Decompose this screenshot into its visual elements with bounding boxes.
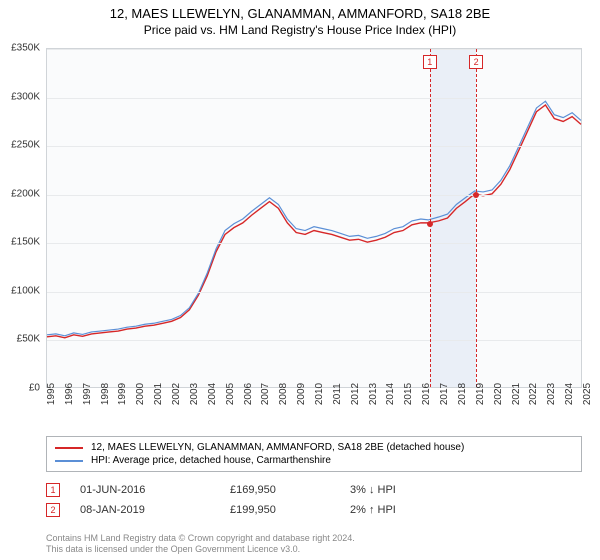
x-tick-label: 2008 xyxy=(278,383,289,405)
x-tick-label: 2010 xyxy=(314,383,325,405)
sale-dot-icon xyxy=(473,192,479,198)
footer-line: Contains HM Land Registry data © Crown c… xyxy=(46,533,355,545)
legend-item: 12, MAES LLEWELYN, GLANAMMAN, AMMANFORD,… xyxy=(55,441,573,454)
x-tick-label: 2022 xyxy=(528,383,539,405)
legend-label: HPI: Average price, detached house, Carm… xyxy=(91,455,331,466)
x-tick-label: 2012 xyxy=(350,383,361,405)
y-tick-label: £0 xyxy=(29,383,40,394)
y-tick-label: £250K xyxy=(11,140,40,151)
y-tick-label: £100K xyxy=(11,285,40,296)
x-tick-label: 2017 xyxy=(439,383,450,405)
legend-swatch xyxy=(55,447,83,449)
sales-table: 1 01-JUN-2016 £169,950 3% ↓ HPI 2 08-JAN… xyxy=(46,480,582,520)
legend: 12, MAES LLEWELYN, GLANAMMAN, AMMANFORD,… xyxy=(46,436,582,472)
sale-change: 3% ↓ HPI xyxy=(350,484,470,496)
legend-swatch xyxy=(55,460,83,462)
x-tick-label: 2003 xyxy=(189,383,200,405)
x-tick-label: 2018 xyxy=(457,383,468,405)
sale-price: £169,950 xyxy=(230,484,350,496)
series-line xyxy=(47,105,581,338)
marker-label-box: 1 xyxy=(423,55,437,69)
series-line xyxy=(47,101,581,336)
x-tick-label: 1997 xyxy=(82,383,93,405)
x-tick-label: 2007 xyxy=(260,383,271,405)
x-tick-label: 2001 xyxy=(153,383,164,405)
marker-vline xyxy=(430,49,431,387)
chart-svg xyxy=(47,49,581,387)
marker-vline xyxy=(476,49,477,387)
x-tick-label: 2023 xyxy=(546,383,557,405)
x-tick-label: 2015 xyxy=(403,383,414,405)
x-tick-label: 2021 xyxy=(511,383,522,405)
x-tick-label: 1998 xyxy=(100,383,111,405)
y-tick-label: £300K xyxy=(11,91,40,102)
x-tick-label: 2004 xyxy=(207,383,218,405)
footer-line: This data is licensed under the Open Gov… xyxy=(46,544,355,556)
x-tick-label: 2009 xyxy=(296,383,307,405)
marker-label-box: 2 xyxy=(469,55,483,69)
x-tick-label: 2006 xyxy=(243,383,254,405)
x-tick-label: 2014 xyxy=(385,383,396,405)
title-block: 12, MAES LLEWELYN, GLANAMMAN, AMMANFORD,… xyxy=(0,0,600,37)
legend-label: 12, MAES LLEWELYN, GLANAMMAN, AMMANFORD,… xyxy=(91,442,464,453)
sale-marker-icon: 1 xyxy=(46,483,60,497)
y-tick-label: £350K xyxy=(11,43,40,54)
x-tick-label: 2020 xyxy=(493,383,504,405)
y-axis-labels: £0£50K£100K£150K£200K£250K£300K£350K xyxy=(0,48,44,388)
sale-date: 01-JUN-2016 xyxy=(80,484,230,496)
x-tick-label: 2013 xyxy=(368,383,379,405)
sale-dot-icon xyxy=(427,221,433,227)
table-row: 1 01-JUN-2016 £169,950 3% ↓ HPI xyxy=(46,480,582,500)
x-tick-label: 2002 xyxy=(171,383,182,405)
x-tick-label: 1999 xyxy=(117,383,128,405)
x-axis-labels: 1995199619971998199920002001200220032004… xyxy=(46,390,582,440)
sale-marker-icon: 2 xyxy=(46,503,60,517)
x-tick-label: 2005 xyxy=(225,383,236,405)
y-tick-label: £50K xyxy=(17,334,40,345)
x-tick-label: 2024 xyxy=(564,383,575,405)
sale-price: £199,950 xyxy=(230,504,350,516)
x-tick-label: 1996 xyxy=(64,383,75,405)
x-tick-label: 2011 xyxy=(332,383,343,405)
sale-date: 08-JAN-2019 xyxy=(80,504,230,516)
chart-container: 12, MAES LLEWELYN, GLANAMMAN, AMMANFORD,… xyxy=(0,0,600,560)
x-tick-label: 2019 xyxy=(475,383,486,405)
sale-change: 2% ↑ HPI xyxy=(350,504,470,516)
legend-item: HPI: Average price, detached house, Carm… xyxy=(55,454,573,467)
chart-title: 12, MAES LLEWELYN, GLANAMMAN, AMMANFORD,… xyxy=(0,6,600,21)
x-tick-label: 2025 xyxy=(582,383,593,405)
x-tick-label: 2000 xyxy=(135,383,146,405)
chart-subtitle: Price paid vs. HM Land Registry's House … xyxy=(0,23,600,37)
x-tick-label: 1995 xyxy=(46,383,57,405)
x-tick-label: 2016 xyxy=(421,383,432,405)
table-row: 2 08-JAN-2019 £199,950 2% ↑ HPI xyxy=(46,500,582,520)
y-tick-label: £150K xyxy=(11,237,40,248)
footer-attribution: Contains HM Land Registry data © Crown c… xyxy=(46,533,355,556)
y-tick-label: £200K xyxy=(11,188,40,199)
plot-area: 12 xyxy=(46,48,582,388)
